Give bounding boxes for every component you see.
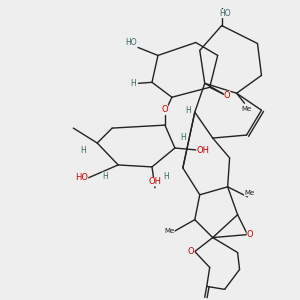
Text: O: O [188,247,194,256]
Text: Me: Me [241,106,251,112]
Text: H: H [102,172,108,181]
Text: H: H [185,106,191,115]
Text: Me: Me [164,228,175,234]
Text: HO: HO [219,9,230,18]
Text: H: H [163,172,169,182]
Text: OH: OH [196,146,209,154]
Text: OH: OH [148,177,161,186]
Text: HO: HO [75,173,88,182]
Text: H: H [130,79,136,88]
Text: Me: Me [244,190,254,196]
Text: HO: HO [125,38,136,47]
Text: O: O [247,230,253,239]
Text: H: H [180,133,186,142]
Text: H: H [80,146,86,154]
Text: O: O [224,91,230,100]
Text: O: O [162,105,168,114]
